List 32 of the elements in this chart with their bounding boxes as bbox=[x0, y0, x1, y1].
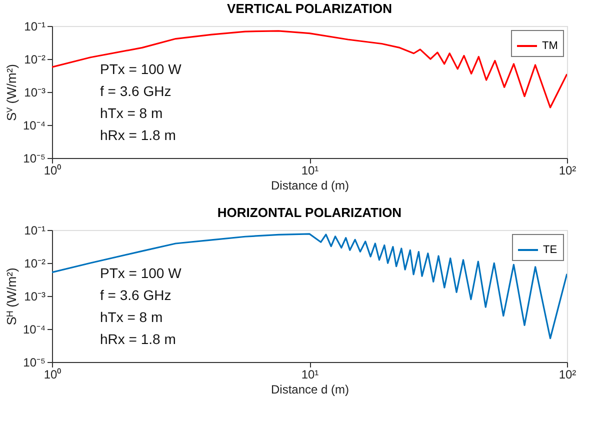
y-axis-title: Sⱽ (W/m²) bbox=[4, 64, 19, 121]
annotation: hRx = 1.8 m bbox=[100, 127, 176, 143]
x-tick-label: 10¹ bbox=[301, 164, 319, 178]
annotation: hTx = 8 m bbox=[100, 309, 163, 325]
y-axis-title: Sᴴ (W/m²) bbox=[4, 268, 19, 326]
annotation: hTx = 8 m bbox=[100, 105, 163, 121]
legend-label: TM bbox=[542, 40, 558, 52]
y-tick-label: 10⁻⁵ bbox=[23, 356, 46, 370]
chart-title: VERTICAL POLARIZATION bbox=[227, 1, 392, 16]
y-tick-label: 10⁻³ bbox=[24, 86, 46, 100]
y-tick-label: 10⁻⁴ bbox=[22, 118, 46, 132]
y-tick-label: 10⁻³ bbox=[24, 290, 46, 304]
x-tick-label: 10⁰ bbox=[44, 368, 62, 382]
annotation: PTx = 100 W bbox=[100, 265, 182, 281]
annotation: PTx = 100 W bbox=[100, 61, 182, 77]
x-tick-label: 10² bbox=[558, 164, 576, 178]
y-tick-label: 10⁻⁴ bbox=[22, 322, 46, 336]
x-tick-label: 10² bbox=[558, 368, 576, 382]
x-tick-label: 10¹ bbox=[301, 368, 319, 382]
x-axis-title: Distance d (m) bbox=[270, 382, 350, 396]
chart-title: HORIZONTAL POLARIZATION bbox=[217, 205, 402, 220]
x-axis-title: Distance d (m) bbox=[270, 178, 350, 192]
y-tick-label: 10⁻⁵ bbox=[23, 152, 46, 166]
annotation: f = 3.6 GHz bbox=[100, 83, 172, 99]
y-tick-label: 10⁻² bbox=[24, 256, 46, 270]
annotation: hRx = 1.8 m bbox=[100, 331, 176, 347]
y-tick-label: 10⁻² bbox=[24, 52, 46, 66]
legend-label: TE bbox=[543, 244, 558, 256]
x-tick-label: 10⁰ bbox=[44, 164, 62, 178]
y-tick-label: 10⁻¹ bbox=[24, 224, 46, 238]
y-tick-label: 10⁻¹ bbox=[24, 20, 46, 34]
annotation: f = 3.6 GHz bbox=[100, 287, 172, 303]
